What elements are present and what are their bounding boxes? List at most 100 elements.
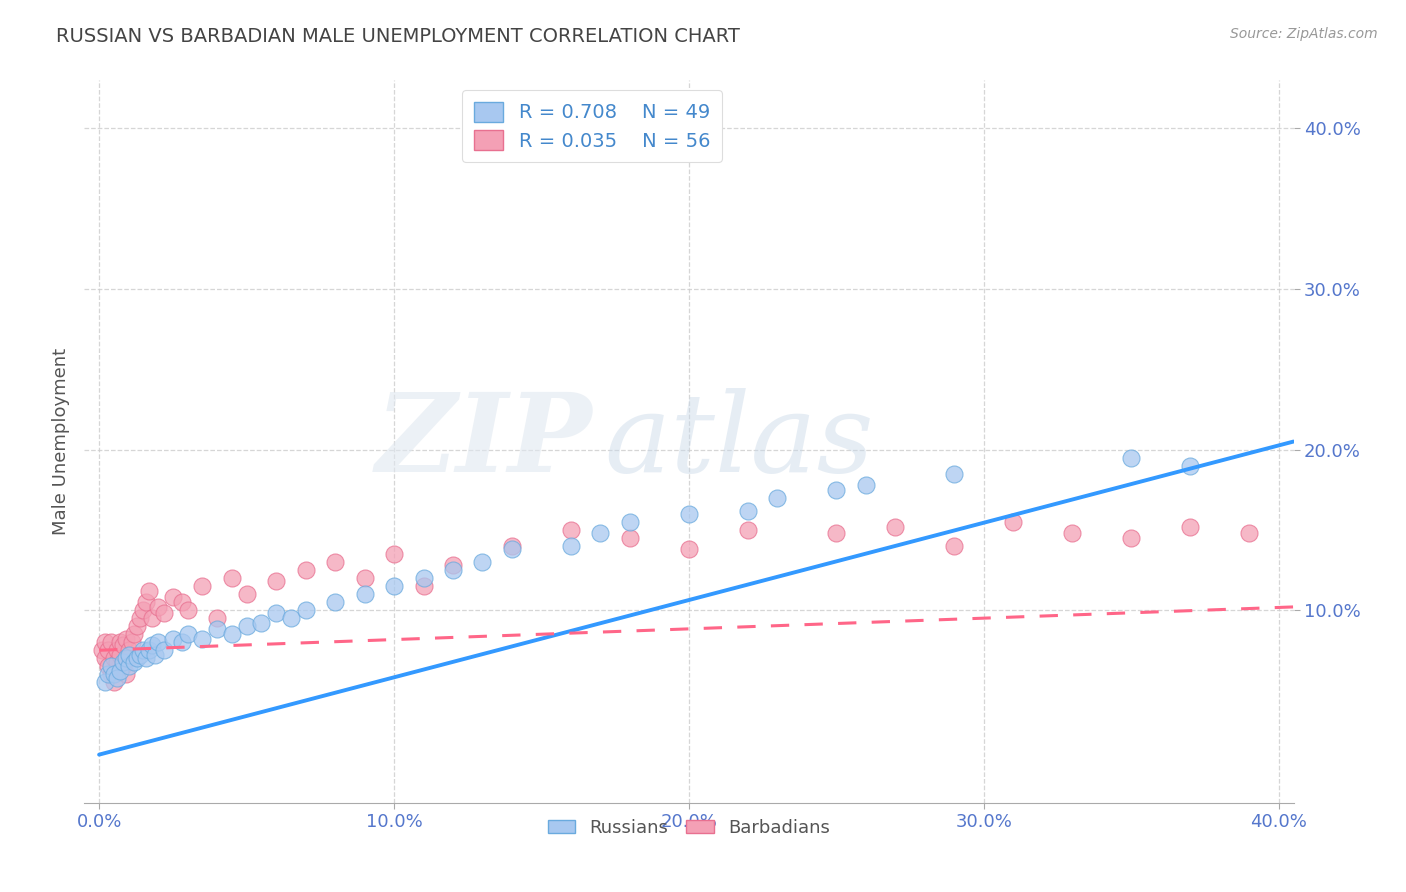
Point xyxy=(138,583,160,598)
Point xyxy=(471,555,494,569)
Point xyxy=(589,526,612,541)
Point xyxy=(294,603,316,617)
Point xyxy=(129,611,152,625)
Point xyxy=(501,542,523,557)
Point xyxy=(176,627,198,641)
Point xyxy=(103,667,125,681)
Point xyxy=(105,671,128,685)
Point xyxy=(141,639,163,653)
Point xyxy=(111,659,134,673)
Point xyxy=(205,623,228,637)
Point xyxy=(678,542,700,557)
Point xyxy=(117,651,139,665)
Point xyxy=(264,574,287,589)
Point xyxy=(153,643,176,657)
Point xyxy=(105,643,128,657)
Point xyxy=(162,591,184,605)
Point xyxy=(323,555,346,569)
Point xyxy=(441,558,464,573)
Text: Source: ZipAtlas.com: Source: ZipAtlas.com xyxy=(1230,27,1378,41)
Text: ZIP: ZIP xyxy=(375,388,592,495)
Text: atlas: atlas xyxy=(605,388,875,495)
Point xyxy=(855,478,877,492)
Point xyxy=(205,611,228,625)
Point xyxy=(127,619,149,633)
Point xyxy=(170,595,193,609)
Point xyxy=(114,632,136,646)
Point xyxy=(117,643,139,657)
Point xyxy=(737,503,759,517)
Point xyxy=(441,563,464,577)
Point xyxy=(100,667,122,681)
Point xyxy=(382,579,405,593)
Point xyxy=(825,526,848,541)
Point xyxy=(1121,531,1143,545)
Point xyxy=(170,635,193,649)
Point xyxy=(103,675,125,690)
Point xyxy=(100,635,122,649)
Point xyxy=(1121,450,1143,465)
Point xyxy=(1062,526,1084,541)
Point xyxy=(280,611,302,625)
Point xyxy=(176,603,198,617)
Point xyxy=(97,659,120,673)
Point xyxy=(100,659,122,673)
Point xyxy=(135,651,157,665)
Point xyxy=(162,632,184,646)
Point xyxy=(412,579,434,593)
Point xyxy=(353,587,375,601)
Point xyxy=(129,648,152,662)
Point xyxy=(143,648,166,662)
Point xyxy=(105,655,128,669)
Point xyxy=(1180,458,1202,473)
Point xyxy=(250,615,273,630)
Point xyxy=(111,639,134,653)
Point xyxy=(121,635,143,649)
Point xyxy=(264,607,287,621)
Point xyxy=(97,643,120,657)
Point xyxy=(108,648,131,662)
Point xyxy=(412,571,434,585)
Point xyxy=(353,571,375,585)
Point xyxy=(560,539,582,553)
Point xyxy=(619,515,641,529)
Point xyxy=(114,667,136,681)
Point xyxy=(114,651,136,665)
Point xyxy=(1239,526,1261,541)
Point xyxy=(825,483,848,497)
Point xyxy=(103,651,125,665)
Point xyxy=(501,539,523,553)
Point xyxy=(117,648,139,662)
Point xyxy=(111,655,134,669)
Point xyxy=(560,523,582,537)
Point xyxy=(884,519,907,533)
Point xyxy=(235,587,257,601)
Point xyxy=(124,627,146,641)
Point xyxy=(221,571,243,585)
Point xyxy=(117,659,139,673)
Legend: Russians, Barbadians: Russians, Barbadians xyxy=(541,812,837,845)
Point xyxy=(146,599,169,614)
Point xyxy=(97,667,120,681)
Y-axis label: Male Unemployment: Male Unemployment xyxy=(52,348,70,535)
Point xyxy=(132,643,155,657)
Point xyxy=(943,467,966,481)
Point xyxy=(382,547,405,561)
Point xyxy=(766,491,789,505)
Point xyxy=(1180,519,1202,533)
Point xyxy=(132,603,155,617)
Point xyxy=(124,655,146,669)
Point xyxy=(94,635,117,649)
Point xyxy=(91,643,114,657)
Point xyxy=(127,651,149,665)
Point xyxy=(153,607,176,621)
Point xyxy=(619,531,641,545)
Point xyxy=(141,611,163,625)
Point xyxy=(146,635,169,649)
Point xyxy=(678,507,700,521)
Point xyxy=(294,563,316,577)
Point xyxy=(191,632,214,646)
Point xyxy=(221,627,243,641)
Point xyxy=(191,579,214,593)
Point xyxy=(323,595,346,609)
